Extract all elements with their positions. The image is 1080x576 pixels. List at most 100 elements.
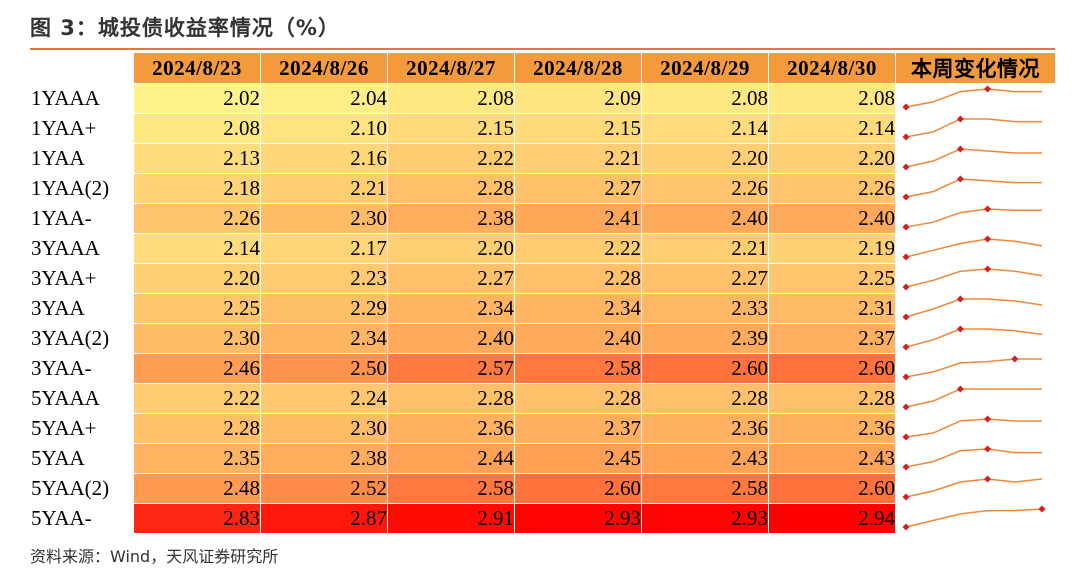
sparkline-start-marker bbox=[902, 433, 910, 441]
row-label: 1YAAA bbox=[30, 83, 134, 114]
yield-cell: 2.26 bbox=[768, 173, 896, 204]
sparkline-start-marker bbox=[902, 103, 910, 111]
sparkline-path bbox=[905, 148, 1042, 168]
date-header: 2024/8/28 bbox=[514, 52, 642, 84]
sparkline-cell bbox=[895, 473, 1056, 504]
sparkline-max-marker bbox=[1038, 505, 1046, 513]
sparkline-max-marker bbox=[984, 205, 992, 213]
yield-cell: 2.27 bbox=[387, 263, 515, 294]
date-header: 2024/8/26 bbox=[260, 52, 388, 84]
row-label: 1YAA+ bbox=[30, 113, 134, 144]
sparkline-path bbox=[905, 448, 1042, 468]
sparkline-path bbox=[905, 478, 1043, 498]
yield-cell: 2.45 bbox=[514, 443, 642, 474]
yield-cell: 2.41 bbox=[514, 203, 642, 234]
yield-cell: 2.38 bbox=[260, 443, 388, 474]
table-row: 1YAA+ 2.08 2.10 2.15 2.15 2.14 2.14 bbox=[30, 113, 1056, 144]
yield-cell: 2.14 bbox=[641, 113, 769, 144]
sparkline bbox=[902, 295, 1043, 321]
yield-cell: 2.28 bbox=[387, 383, 515, 414]
yield-cell: 2.35 bbox=[133, 443, 261, 474]
sparkline-cell bbox=[895, 233, 1056, 264]
sparkline-max-marker bbox=[984, 235, 992, 243]
sparkline-start-marker bbox=[902, 223, 910, 231]
chart-title: 图 3：城投债收益率情况（%） bbox=[30, 16, 340, 40]
yield-cell: 2.25 bbox=[768, 263, 896, 294]
yield-cell: 2.94 bbox=[768, 503, 896, 534]
sparkline-path bbox=[905, 88, 1042, 108]
sparkline-path bbox=[905, 268, 1043, 288]
table-row: 5YAA(2) 2.48 2.52 2.58 2.60 2.58 2.60 bbox=[30, 473, 1056, 504]
yield-cell: 2.30 bbox=[260, 203, 388, 234]
sparkline-path bbox=[905, 388, 1042, 408]
sparkline-max-marker bbox=[956, 385, 964, 393]
sparkline-cell bbox=[895, 443, 1056, 474]
yield-cell: 2.21 bbox=[260, 173, 388, 204]
sparkline-max-marker bbox=[984, 85, 992, 93]
sparkline-path bbox=[905, 298, 1043, 318]
yield-cell: 2.39 bbox=[641, 323, 769, 354]
sparkline bbox=[902, 385, 1042, 411]
yield-cell: 2.43 bbox=[641, 443, 769, 474]
yield-cell: 2.15 bbox=[387, 113, 515, 144]
table-row: 5YAAA 2.22 2.24 2.28 2.28 2.28 2.28 bbox=[30, 383, 1056, 414]
row-label: 1YAA(2) bbox=[30, 173, 134, 204]
sparkline bbox=[902, 415, 1042, 441]
sparkline-start-marker bbox=[902, 193, 910, 201]
sparkline-max-marker bbox=[984, 415, 992, 423]
yield-cell: 2.24 bbox=[260, 383, 388, 414]
table-row: 1YAA- 2.26 2.30 2.38 2.41 2.40 2.40 bbox=[30, 203, 1056, 234]
yield-cell: 2.58 bbox=[641, 473, 769, 504]
sparkline-cell bbox=[895, 203, 1056, 234]
sparkline-cell bbox=[895, 143, 1056, 174]
header-row: 2024/8/23 2024/8/26 2024/8/27 2024/8/28 … bbox=[30, 52, 1056, 84]
yield-cell: 2.20 bbox=[387, 233, 515, 264]
row-label: 5YAA- bbox=[30, 503, 134, 534]
sparkline-cell bbox=[895, 323, 1056, 354]
sparkline-max-marker bbox=[984, 445, 992, 453]
row-label: 5YAA(2) bbox=[30, 473, 134, 504]
sparkline-max-marker bbox=[956, 175, 964, 183]
yield-cell: 2.23 bbox=[260, 263, 388, 294]
sparkline-max-marker bbox=[984, 475, 992, 483]
yield-cell: 2.04 bbox=[260, 83, 388, 114]
sparkline-path bbox=[905, 418, 1042, 438]
yield-cell: 2.34 bbox=[514, 293, 642, 324]
table-row: 5YAA 2.35 2.38 2.44 2.45 2.43 2.43 bbox=[30, 443, 1056, 474]
sparkline bbox=[902, 235, 1043, 261]
row-label: 1YAA- bbox=[30, 203, 134, 234]
sparkline-path bbox=[905, 208, 1042, 228]
row-label: 3YAA bbox=[30, 293, 134, 324]
yield-cell: 2.34 bbox=[260, 323, 388, 354]
row-label: 3YAA(2) bbox=[30, 323, 134, 354]
sparkline bbox=[902, 205, 1042, 231]
sparkline-cell bbox=[895, 83, 1056, 114]
table-row: 3YAA(2) 2.30 2.34 2.40 2.40 2.39 2.37 bbox=[30, 323, 1056, 354]
table-row: 3YAA 2.25 2.29 2.34 2.34 2.33 2.31 bbox=[30, 293, 1056, 324]
yield-cell: 2.26 bbox=[133, 203, 261, 234]
yield-cell: 2.22 bbox=[133, 383, 261, 414]
sparkline-cell bbox=[895, 293, 1056, 324]
yield-cell: 2.18 bbox=[133, 173, 261, 204]
yield-cell: 2.22 bbox=[514, 233, 642, 264]
yield-cell: 2.87 bbox=[260, 503, 388, 534]
yield-cell: 2.28 bbox=[641, 383, 769, 414]
table-body: 1YAAA 2.02 2.04 2.08 2.09 2.08 2.08 1YAA+ 2.08 2.… bbox=[30, 83, 1056, 534]
table-row: 1YAA 2.13 2.16 2.22 2.21 2.20 2.20 bbox=[30, 143, 1056, 174]
yield-cell: 2.36 bbox=[387, 413, 515, 444]
yield-cell: 2.28 bbox=[133, 413, 261, 444]
sparkline bbox=[902, 475, 1043, 501]
date-header: 2024/8/23 bbox=[133, 52, 261, 84]
sparkline-path bbox=[905, 358, 1042, 378]
sparkline-start-marker bbox=[902, 493, 910, 501]
sparkline-start-marker bbox=[902, 253, 910, 261]
row-label: 5YAA bbox=[30, 443, 134, 474]
table-row: 5YAA- 2.83 2.87 2.91 2.93 2.93 2.94 bbox=[30, 503, 1056, 534]
yield-cell: 2.20 bbox=[133, 263, 261, 294]
row-label: 3YAA- bbox=[30, 353, 134, 384]
yield-cell: 2.60 bbox=[641, 353, 769, 384]
yield-cell: 2.31 bbox=[768, 293, 896, 324]
sparkline bbox=[902, 445, 1042, 471]
yield-cell: 2.21 bbox=[641, 233, 769, 264]
yield-cell: 2.27 bbox=[641, 263, 769, 294]
